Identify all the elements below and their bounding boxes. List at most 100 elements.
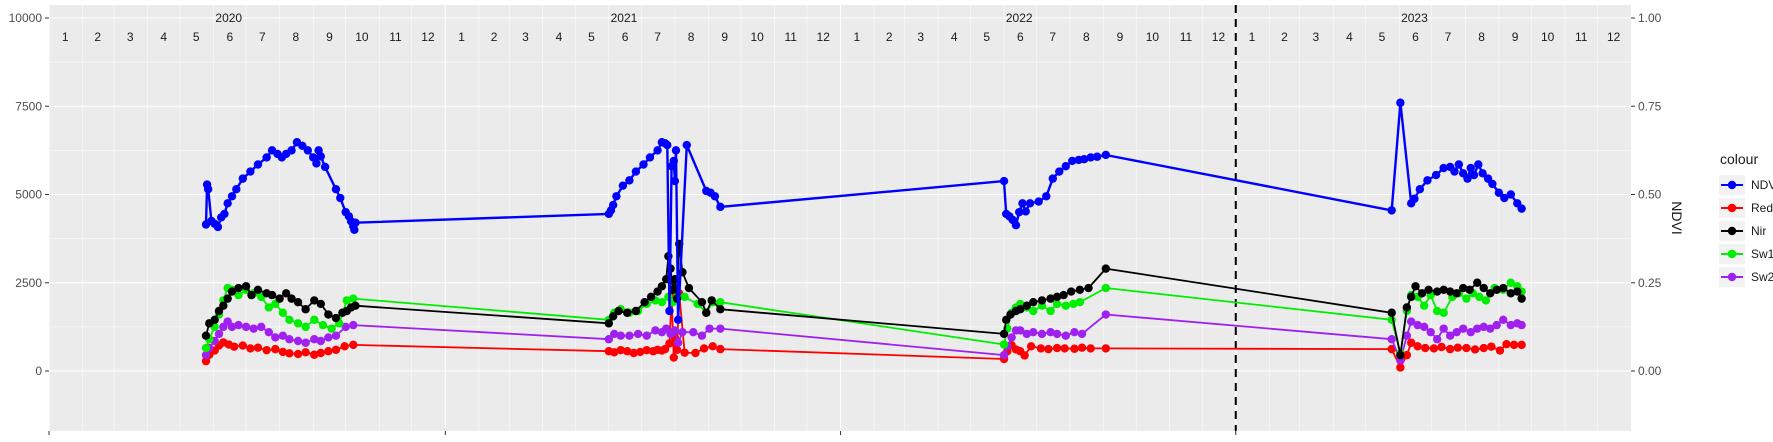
data-point-nir — [1402, 303, 1412, 312]
data-point-nir — [223, 294, 232, 303]
data-point-ndvi — [1423, 176, 1432, 185]
month-label: 3 — [127, 30, 134, 44]
legend-item-nir: Nir — [1719, 221, 1766, 241]
data-point-sw2 — [310, 335, 319, 344]
data-point-ndvi — [203, 185, 213, 194]
data-point-nir — [604, 319, 614, 328]
data-point-red — [1406, 338, 1416, 347]
data-point-ndvi — [716, 202, 725, 212]
legend-items: NDVI Red Nir Sw1 Sw2 — [1719, 175, 1773, 287]
data-point-ndvi — [303, 146, 312, 155]
data-point-ndvi — [336, 193, 345, 203]
data-point-sw2 — [227, 322, 237, 332]
data-point-ndvi — [287, 146, 296, 155]
data-point-ndvi — [1034, 197, 1043, 206]
data-point-sw2 — [1101, 310, 1111, 319]
data-point-nir — [210, 315, 219, 325]
data-point-nir — [351, 301, 360, 310]
data-point-sw1 — [327, 324, 336, 333]
data-point-ndvi — [1431, 170, 1441, 180]
data-point-ndvi — [1079, 155, 1089, 164]
data-point-ndvi — [1025, 199, 1035, 208]
data-point-ndvi — [1500, 193, 1509, 203]
data-point-sw2 — [1052, 329, 1062, 339]
data-point-ndvi — [1517, 204, 1526, 213]
month-label: 8 — [688, 30, 695, 44]
data-point-red — [1487, 342, 1496, 351]
data-point-sw2 — [293, 336, 303, 346]
data-point-ndvi — [645, 153, 655, 162]
data-point-sw2 — [1466, 327, 1475, 337]
legend-item-sw1: Sw1 — [1719, 244, 1773, 264]
data-point-red — [1036, 344, 1046, 353]
data-point-sw2 — [716, 324, 725, 333]
legend-key-point — [1727, 180, 1737, 190]
data-point-ndvi — [227, 192, 237, 201]
data-point-sw2 — [271, 333, 280, 342]
month-label: 4 — [1346, 30, 1353, 44]
data-point-sw1 — [301, 322, 310, 332]
data-point-red — [1462, 343, 1471, 353]
legend-title: colour — [1720, 151, 1758, 167]
data-point-ndvi — [213, 222, 223, 232]
legend-item-sw2: Sw2 — [1719, 267, 1773, 287]
year-label-2023: 2023 — [1401, 11, 1428, 25]
data-point-red — [262, 345, 271, 355]
legend-key-point — [1727, 203, 1737, 213]
data-point-red — [1086, 344, 1095, 353]
data-point-sw2 — [349, 320, 358, 330]
data-point-sw2 — [1406, 317, 1416, 326]
data-point-red — [278, 347, 288, 357]
data-point-red — [349, 340, 358, 350]
data-point-nir — [1029, 297, 1038, 307]
data-point-nir — [1452, 289, 1461, 298]
data-point-red — [1413, 342, 1422, 351]
data-point-nir — [1396, 350, 1405, 360]
data-point-ndvi — [238, 174, 248, 183]
data-point-sw1 — [716, 297, 725, 307]
month-label: 5 — [983, 30, 990, 44]
data-point-ndvi — [1018, 199, 1027, 208]
data-point-nir — [1424, 285, 1433, 295]
data-point-sw1 — [1075, 297, 1085, 307]
month-label: 7 — [259, 30, 266, 44]
month-label: 9 — [721, 30, 728, 44]
data-point-nir — [1492, 285, 1501, 295]
data-point-ndvi — [232, 185, 241, 194]
month-label: 11 — [1575, 30, 1588, 44]
legend-label: Red — [1751, 201, 1773, 215]
month-label: 3 — [522, 30, 529, 44]
data-point-ndvi — [351, 218, 360, 227]
legend-item-red: Red — [1719, 198, 1773, 218]
data-point-nir — [1513, 287, 1522, 296]
y2-tick-label: 0.00 — [1638, 364, 1662, 378]
data-point-nir — [707, 296, 716, 305]
data-point-nir — [324, 310, 333, 319]
data-point-ndvi — [1061, 162, 1070, 171]
month-label: 6 — [1017, 30, 1024, 44]
data-point-red — [253, 343, 263, 352]
month-label: 1 — [1249, 30, 1256, 44]
data-point-sw2 — [1445, 331, 1455, 340]
data-point-ndvi — [1011, 221, 1021, 230]
data-point-red — [1101, 344, 1111, 353]
data-point-sw2 — [697, 331, 707, 340]
data-point-nir — [608, 312, 618, 321]
month-labels: 1 2 3 4 5 6 7 8 9 10 11 12 1 2 3 4 5 6 7 8 9 10 11 12 1 2 3 4 5 6 7 8 9 1… — [62, 30, 1621, 44]
month-label: 8 — [1478, 30, 1485, 44]
data-point-sw1 — [680, 292, 689, 302]
data-point-sw2 — [1419, 322, 1429, 332]
data-point-nir — [227, 287, 237, 296]
data-point-sw2 — [278, 331, 288, 340]
series-layer — [201, 98, 1526, 372]
data-point-sw2 — [1037, 329, 1047, 339]
data-point-ndvi — [1086, 153, 1095, 162]
data-point-nir — [684, 283, 694, 293]
data-point-sw2 — [241, 322, 251, 332]
month-label: 6 — [622, 30, 629, 44]
data-point-red — [1509, 340, 1519, 350]
data-point-nir — [293, 297, 303, 307]
data-point-ndvi — [710, 192, 720, 201]
data-point-sw2 — [1016, 326, 1025, 335]
data-point-sw2 — [1499, 315, 1508, 325]
